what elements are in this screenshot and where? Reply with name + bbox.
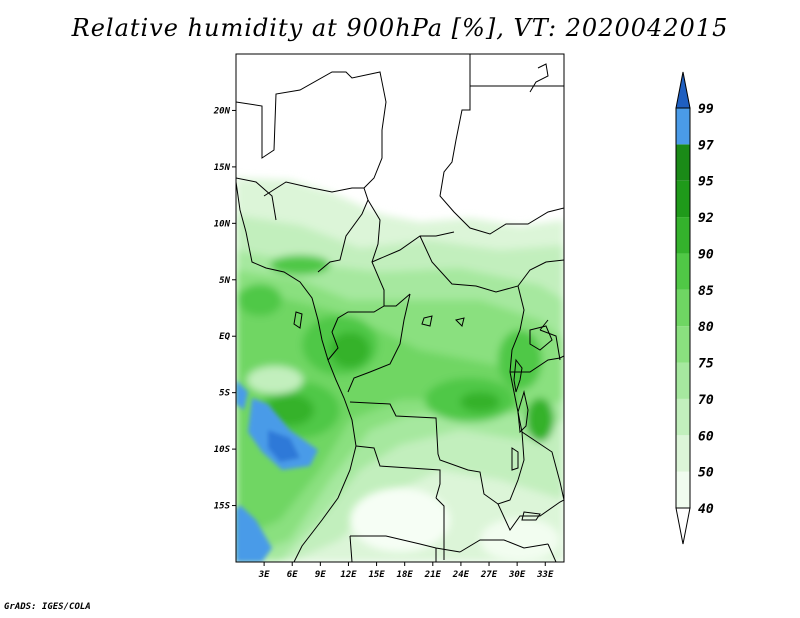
colorbar-label: 95: [698, 175, 714, 190]
lat-tick-label: 10N: [214, 219, 231, 229]
colorbar-bin: [676, 326, 690, 363]
colorbar-bin: [676, 435, 690, 472]
lon-tick-label: 18E: [397, 570, 414, 580]
colorbar-label: 90: [698, 247, 714, 262]
lon-tick-label: 3E: [258, 570, 270, 580]
colorbar-over-triangle: [675, 71, 691, 109]
colorbar-bin: [676, 362, 690, 399]
colorbar-label: 92: [698, 211, 714, 226]
colorbar-bin: [676, 144, 690, 181]
latitude-axis: 20N 15N 10N 5N EQ 5S 10S 15S: [213, 106, 236, 512]
colorbar-bin: [676, 108, 690, 145]
lon-tick-label: 9E: [315, 570, 326, 580]
lat-tick-label: 20N: [213, 106, 231, 116]
lon-tick-label: 6E: [287, 570, 298, 580]
colorbar-bin: [676, 289, 690, 327]
lon-tick-label: 15E: [368, 570, 385, 580]
colorbar-frame: [675, 107, 691, 509]
map-title: Relative humidity at 900hPa [%], VT: 202…: [71, 14, 729, 42]
colorbar-label: 97: [698, 138, 714, 153]
lon-tick-label: 12E: [340, 570, 357, 580]
colorbar-bin: [676, 471, 690, 508]
lon-tick-label: 24E: [452, 570, 470, 580]
colorbar-bin: [676, 180, 690, 218]
lon-tick-label: 27E: [480, 570, 498, 580]
colorbar-label: 85: [698, 284, 714, 299]
lat-tick-label: 15S: [214, 502, 231, 512]
colorbar-bin: [676, 217, 690, 254]
colorbar-label: 70: [698, 393, 714, 408]
lat-tick-label: 15N: [214, 163, 231, 173]
colorbar-bin: [676, 253, 690, 290]
lat-tick-label: 5S: [219, 389, 230, 399]
colorbar-label: 80: [698, 320, 714, 335]
colorbar-bin: [676, 398, 690, 436]
colorbar-label: 99: [698, 102, 714, 117]
lon-tick-label: 30E: [508, 570, 526, 580]
colorbar-label: 75: [698, 357, 714, 372]
humidity-field: [236, 54, 564, 562]
lon-tick-label: 21E: [424, 570, 442, 580]
lon-tick-label: 33E: [536, 570, 554, 580]
colorbar-under-triangle: [675, 507, 691, 545]
colorbar-label: 40: [698, 502, 714, 517]
colorbar: 40 50 60 70 75 80 85 90 92 95 97 99: [675, 71, 714, 545]
colorbar-label: 50: [698, 466, 714, 481]
lat-tick-label: EQ: [219, 332, 230, 342]
map-frame: [235, 53, 565, 563]
lat-tick-label: 10S: [214, 445, 231, 455]
colorbar-label: 60: [698, 429, 714, 444]
credit-label: GrADS: IGES/COLA: [4, 602, 91, 612]
lat-tick-label: 5N: [219, 276, 230, 286]
country-borders: [236, 54, 564, 562]
longitude-axis: 3E 6E 9E 12E 15E 18E 21E 24E 27E 30E 33E: [258, 562, 554, 580]
